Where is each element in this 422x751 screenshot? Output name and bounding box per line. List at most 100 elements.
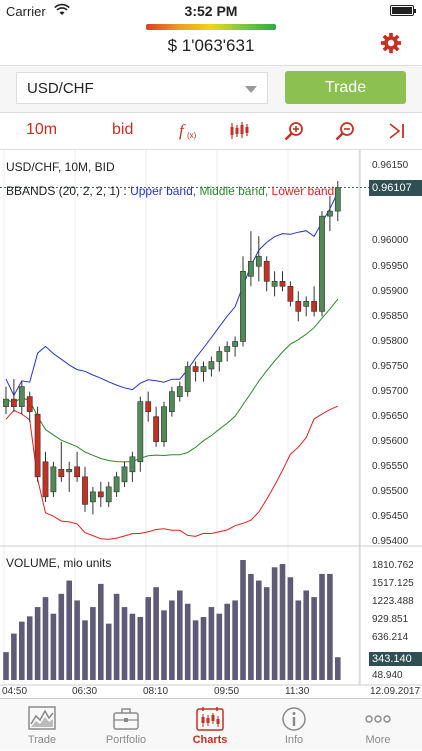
volume-bar [34,607,41,680]
volume-tick: 1223.488 [372,596,414,607]
symbol-divider [0,112,422,113]
current-volume-badge: 343.140 [369,652,422,666]
volume-bar [11,633,17,680]
volume-bar [177,590,183,680]
price-side-button[interactable]: bid [112,121,134,138]
candle-body [224,346,231,352]
candle-body [303,301,310,307]
candle-body [287,286,294,302]
price-tick: 0.95550 [372,461,409,472]
gear-icon[interactable] [380,32,402,54]
date-label: 12.09.2017 [370,686,421,697]
indicator-function-icon[interactable]: f (x) [178,121,200,141]
time-tick: 04:50 [2,686,28,697]
volume-bar [287,577,294,680]
volume-bar [3,652,9,680]
price-tick: 0.95900 [372,286,409,297]
volume-bar [279,563,286,680]
price-tick: 0.95850 [372,311,409,322]
chart-toolbar: 10m bid f (x) [0,113,422,149]
volume-bar [327,573,333,680]
candle-body [113,476,120,493]
tab-trade[interactable]: Trade [0,699,84,751]
chart-area[interactable] [0,150,422,698]
volume-bar [137,617,144,680]
volume-bar [161,610,167,680]
volume-bar [263,587,270,680]
tab-more-label: More [365,734,391,746]
candle-body [18,386,25,407]
candles-icon[interactable] [229,121,249,141]
tab-charts[interactable]: Charts [168,699,252,751]
volume-bar [121,607,128,680]
price-tick: 0.95400 [372,536,409,547]
candle-body [263,260,270,282]
volume-bar [74,600,80,680]
candle-body [50,466,57,493]
trade-button[interactable]: Trade [285,71,406,104]
zoom-in-icon[interactable] [284,121,304,141]
time-tick: 08:10 [143,686,169,697]
price-tick: 0.95450 [372,511,409,522]
candle-body [279,281,286,287]
scroll-to-end-icon[interactable] [388,121,406,141]
candle-body [3,398,9,407]
toolbar-divider [0,149,422,150]
tab-bar: Trade Portfolio Charts Info [0,698,422,750]
lower-band-label: Lower band [271,184,335,198]
volume-bar [113,593,120,680]
zoom-out-icon[interactable] [335,121,355,141]
volume-bar [145,597,151,680]
price-tick: 0.95800 [372,336,409,347]
chart-title: USD/CHF, 10M, BID [6,160,115,174]
candle-body [153,416,159,443]
briefcase-icon [113,708,139,730]
price-tick: 0.95650 [372,411,409,422]
info-icon [282,707,306,731]
volume-bar [303,590,309,680]
price-tick: 0.96000 [372,235,409,246]
volume-bar [224,603,230,680]
volume-bar [153,587,159,680]
candle-body [26,396,33,412]
volume-bar [319,573,325,680]
candle-body [295,301,302,312]
volume-bar [82,620,88,680]
timeframe-button[interactable]: 10m [26,121,58,138]
symbol-row: USD/CHF Trade [0,66,422,112]
account-equity: $ 1'063'631 [167,36,255,55]
candle-body [319,215,325,312]
volume-bar [311,597,317,680]
volume-bar [295,600,302,680]
tab-portfolio[interactable]: Portfolio [84,699,168,751]
volume-tick: 929.851 [372,614,409,625]
volume-bar [240,560,246,680]
candle-body [82,476,88,505]
upper-band-label: Upper band, [130,184,197,198]
battery-icon [390,5,416,16]
header-divider [0,65,422,66]
time-tick: 06:30 [72,686,98,697]
tab-more[interactable]: More [336,699,420,751]
margin-level-bar [146,24,276,30]
svg-text:(x): (x) [187,131,197,140]
price-tick: 0.95750 [372,361,409,372]
symbol-dropdown[interactable]: USD/CHF [16,72,268,104]
volume-title: VOLUME, mio units [6,556,112,570]
price-tick: 0.95500 [372,486,409,497]
candle-body [97,491,104,498]
volume-bar [105,623,112,680]
candle-body [232,341,238,347]
volume-bar [216,613,223,680]
tab-info[interactable]: Info [252,699,336,751]
current-price-badge: 0.96107 [369,180,422,196]
status-bar: Carrier 3:52 PM [0,0,422,22]
price-chart[interactable] [0,150,422,698]
bbands-label: BBANDS (20, 2, 2, 1) [6,184,121,198]
account-header: $ 1'063'631 [0,22,422,66]
tab-trade-label: Trade [27,734,57,746]
volume-tick: 1517.125 [372,578,414,589]
volume-bar [256,580,262,680]
candle-body [176,386,183,397]
candle-body [311,301,317,312]
